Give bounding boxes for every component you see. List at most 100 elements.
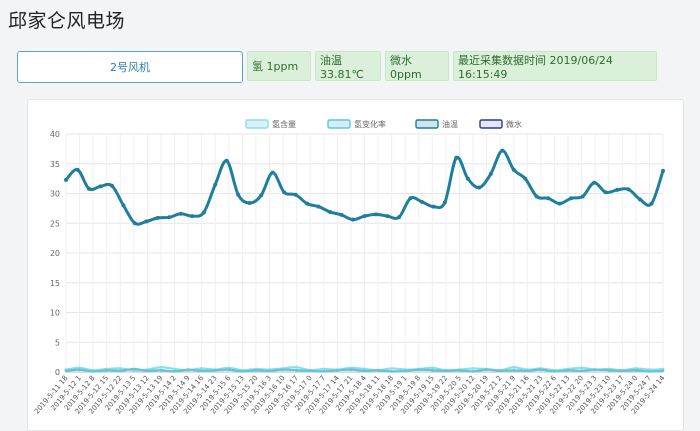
data-point[interactable] (417, 368, 421, 372)
data-point[interactable] (190, 214, 195, 219)
data-point[interactable] (485, 368, 489, 372)
data-point[interactable] (661, 168, 665, 173)
data-point[interactable] (419, 199, 424, 204)
data-point[interactable] (247, 201, 252, 206)
data-point[interactable] (566, 368, 570, 372)
data-point[interactable] (213, 182, 218, 187)
data-point[interactable] (328, 209, 333, 214)
data-point[interactable] (293, 192, 298, 197)
data-point[interactable] (500, 148, 505, 153)
data-point[interactable] (580, 369, 583, 373)
data-point[interactable] (75, 167, 80, 172)
data-point[interactable] (431, 204, 436, 209)
data-point[interactable] (295, 368, 299, 372)
data-point[interactable] (430, 366, 434, 370)
data-point[interactable] (471, 367, 475, 370)
data-point[interactable] (593, 368, 597, 372)
data-point[interactable] (144, 219, 149, 224)
data-point[interactable] (553, 370, 556, 373)
data-point[interactable] (173, 370, 176, 373)
data-point[interactable] (385, 214, 390, 219)
data-point[interactable] (259, 193, 264, 198)
data-point[interactable] (270, 170, 275, 175)
data-point[interactable] (557, 201, 562, 206)
data-point[interactable] (607, 368, 611, 372)
data-point[interactable] (159, 365, 163, 369)
legend-item[interactable]: 氢变化率 (327, 119, 386, 129)
data-point[interactable] (227, 368, 231, 372)
data-point[interactable] (488, 171, 493, 176)
data-point[interactable] (118, 367, 122, 370)
data-point[interactable] (173, 367, 176, 371)
data-point[interactable] (512, 368, 516, 372)
data-point[interactable] (132, 367, 136, 371)
data-point[interactable] (511, 167, 516, 172)
data-point[interactable] (305, 201, 310, 206)
data-point[interactable] (146, 369, 149, 373)
data-point[interactable] (200, 369, 204, 373)
data-point[interactable] (362, 214, 367, 219)
data-point[interactable] (236, 192, 241, 197)
data-point[interactable] (661, 369, 665, 373)
data-point[interactable] (648, 370, 651, 373)
data-point[interactable] (408, 196, 413, 201)
data-point[interactable] (363, 369, 366, 373)
data-point[interactable] (592, 180, 597, 185)
data-point[interactable] (118, 369, 122, 373)
legend-item[interactable]: 氢含量 (245, 119, 296, 129)
data-point[interactable] (316, 204, 321, 209)
data-point[interactable] (178, 211, 183, 216)
data-point[interactable] (458, 368, 461, 372)
data-point[interactable] (349, 368, 353, 372)
data-point[interactable] (638, 197, 643, 202)
data-point[interactable] (373, 212, 378, 217)
data-point[interactable] (335, 368, 339, 372)
data-point[interactable] (525, 369, 529, 373)
data-point[interactable] (376, 368, 380, 372)
data-point[interactable] (98, 184, 103, 189)
data-point[interactable] (91, 370, 95, 373)
data-point[interactable] (201, 210, 206, 215)
data-point[interactable] (465, 176, 470, 181)
data-point[interactable] (477, 185, 482, 190)
data-point[interactable] (444, 369, 448, 373)
data-point[interactable] (512, 365, 516, 369)
data-point[interactable] (580, 366, 583, 370)
data-point[interactable] (442, 200, 447, 205)
data-point[interactable] (86, 186, 91, 191)
data-point[interactable] (200, 367, 204, 370)
data-point[interactable] (634, 368, 638, 372)
data-point[interactable] (390, 367, 394, 370)
data-point[interactable] (523, 176, 528, 181)
data-point[interactable] (295, 365, 299, 369)
data-point[interactable] (454, 155, 459, 160)
data-point[interactable] (213, 368, 217, 372)
data-point[interactable] (534, 194, 539, 199)
data-point[interactable] (615, 187, 620, 192)
data-point[interactable] (569, 196, 574, 201)
data-point[interactable] (322, 370, 326, 373)
data-point[interactable] (308, 369, 312, 373)
data-point[interactable] (396, 215, 401, 220)
turbine-select[interactable]: 2号风机 (17, 51, 243, 83)
data-point[interactable] (78, 368, 81, 372)
data-point[interactable] (64, 177, 68, 182)
data-point[interactable] (64, 369, 68, 373)
data-point[interactable] (546, 196, 551, 201)
data-point[interactable] (339, 212, 344, 217)
data-point[interactable] (109, 183, 114, 188)
data-point[interactable] (186, 368, 190, 372)
data-point[interactable] (351, 217, 356, 222)
data-point[interactable] (626, 187, 631, 192)
data-point[interactable] (121, 203, 126, 208)
legend-item[interactable]: 微水 (479, 119, 522, 129)
data-point[interactable] (167, 215, 172, 220)
data-point[interactable] (268, 369, 271, 373)
data-point[interactable] (281, 368, 285, 372)
legend-item[interactable]: 油温 (415, 119, 458, 129)
data-point[interactable] (603, 190, 608, 195)
data-point[interactable] (254, 368, 258, 372)
data-point[interactable] (155, 215, 160, 220)
data-point[interactable] (159, 368, 163, 372)
data-point[interactable] (282, 190, 287, 195)
